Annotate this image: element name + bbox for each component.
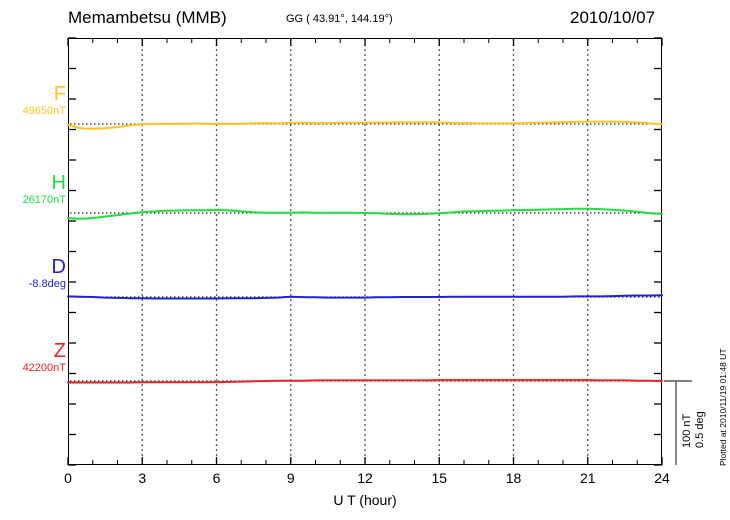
component-baselines (70, 123, 660, 382)
x-tick-label-21: 21 (579, 470, 596, 486)
component-letter-d: D (51, 256, 66, 278)
component-letter-h: H (51, 172, 66, 194)
x-tick-label-24: 24 (654, 470, 670, 486)
component-baseline-z: 42200nT (22, 362, 66, 374)
axis-ticks (67, 37, 663, 466)
observation-date: 2010/10/07 (570, 8, 656, 27)
x-axis-title: U T (hour) (333, 492, 397, 508)
component-traces (67, 120, 663, 384)
component-baseline-d: -8.8deg (28, 278, 66, 290)
x-tick-label-12: 12 (357, 470, 373, 486)
x-tick-label-0: 0 (64, 470, 72, 486)
scalebar-nt-label: 100 nT (681, 413, 693, 448)
plotted-timestamp: Plotted at 2010/11/19 01:48 UT (718, 348, 728, 466)
component-baseline-h: 26170nT (22, 194, 66, 206)
scalebar-deg-label: 0.5 deg (694, 411, 706, 448)
x-tick-label-3: 3 (138, 470, 147, 486)
gridlines (141, 39, 589, 464)
scale-bar (664, 380, 692, 465)
x-tick-label-9: 9 (286, 470, 295, 486)
component-label-f: F 49650nT (0, 84, 66, 117)
component-baseline-f: 49650nT (22, 105, 66, 117)
component-label-h: H 26170nT (0, 173, 66, 206)
component-label-z: Z 42200nT (0, 341, 66, 374)
component-letter-f: F (53, 83, 66, 105)
x-tick-label-18: 18 (505, 470, 522, 486)
x-tick-label-15: 15 (431, 470, 448, 486)
geographic-coordinates: GG ( 43.91°, 144.19°) (286, 13, 393, 25)
x-tick-label-6: 6 (212, 470, 221, 486)
component-label-d: D -8.8deg (0, 257, 66, 290)
station-name: Memambetsu (MMB) (68, 8, 227, 27)
component-letter-z: Z (53, 340, 66, 362)
